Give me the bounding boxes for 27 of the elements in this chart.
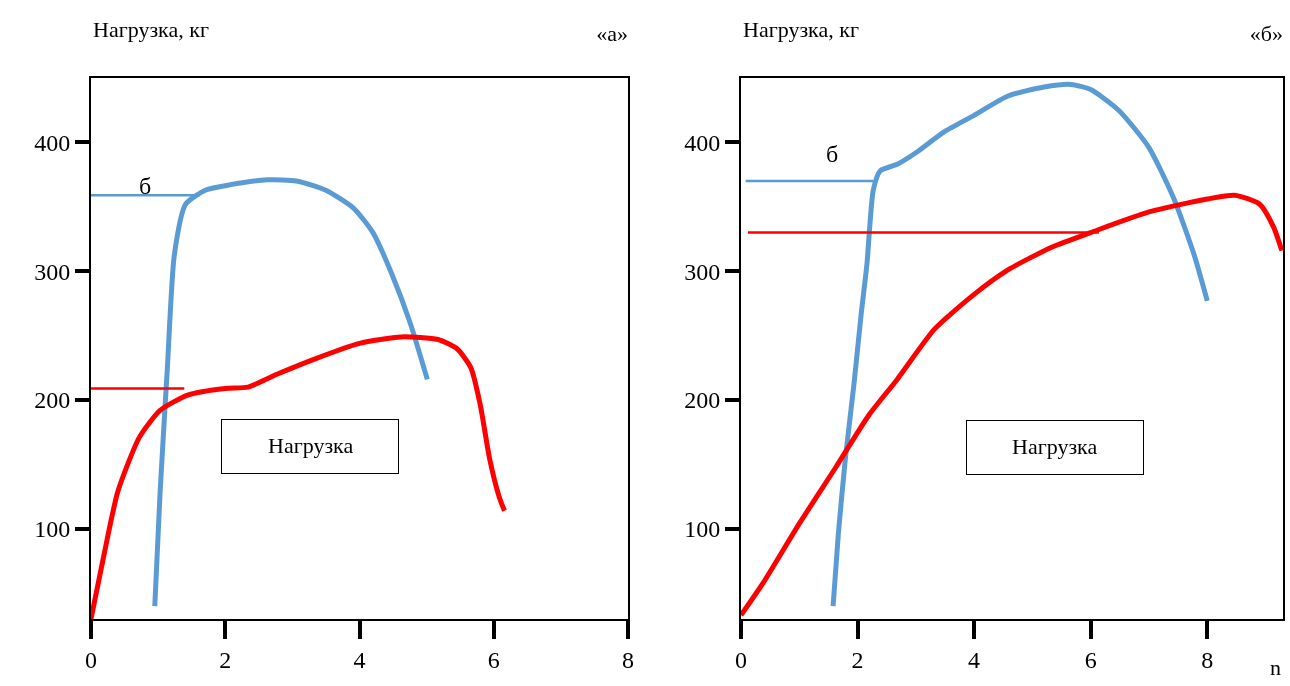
annotation: б [139, 173, 152, 199]
annotation: Нагрузка [1012, 434, 1098, 459]
y-tick-label: 200 [684, 387, 721, 414]
x-tick-label: 6 [1084, 646, 1097, 673]
x-tick-label: 2 [851, 646, 864, 673]
x-tick-label: 4 [968, 646, 981, 673]
x-tick-label: 8 [1201, 646, 1214, 673]
annotation: б [826, 141, 839, 167]
y-axis-title: Нагрузка, кг [743, 17, 859, 42]
y-tick-label: 300 [34, 258, 71, 285]
chart-title: «б» [1249, 21, 1283, 47]
x-tick-label: 2 [219, 646, 232, 673]
y-tick-label: 400 [684, 129, 721, 156]
y-tick-label: 400 [34, 129, 71, 156]
y-axis-title: Нагрузка, кг [93, 17, 209, 42]
x-tick-label: 4 [353, 646, 366, 673]
x-tick-label: 6 [487, 646, 500, 673]
x-tick-label: 0 [85, 646, 97, 673]
y-tick-label: 200 [34, 387, 71, 414]
x-axis-title: n [1270, 655, 1281, 680]
annotation: Нагрузка [268, 433, 354, 458]
y-tick-label: 300 [684, 258, 721, 285]
x-tick-label: 0 [735, 646, 747, 673]
chart-title: «а» [596, 21, 628, 47]
y-tick-label: 100 [34, 516, 71, 543]
y-tick-label: 100 [684, 516, 721, 543]
x-tick-label: 8 [622, 646, 634, 673]
